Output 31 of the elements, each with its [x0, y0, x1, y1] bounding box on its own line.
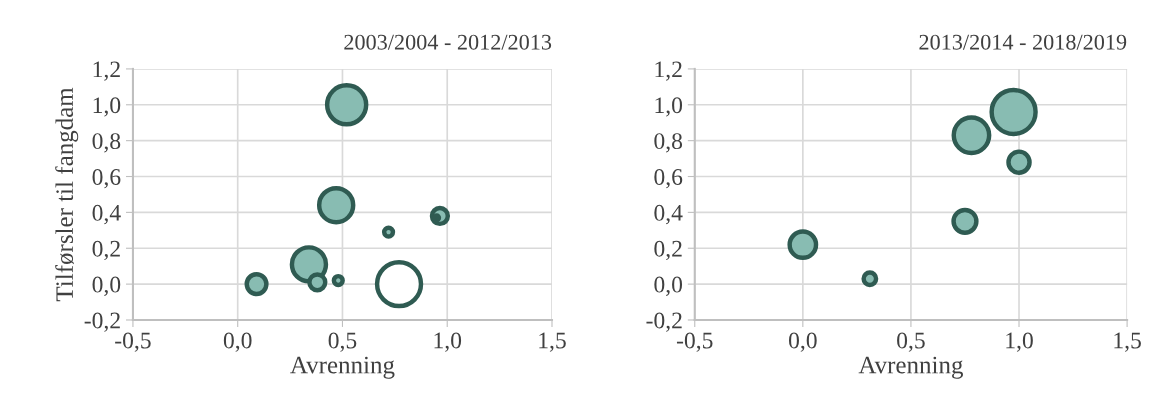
- x-axis-title: Avrenning: [858, 356, 963, 379]
- y-tick-label: 0,2: [92, 240, 120, 261]
- x-tick-label: 0,5: [897, 332, 925, 352]
- x-tick-label: 0,0: [223, 332, 252, 352]
- y-axis-title: Tilførsler til fangdam: [55, 87, 79, 302]
- x-tick-label: 0,0: [788, 332, 817, 352]
- y-tick-label: 0,4: [92, 204, 121, 225]
- y-tick-label: 0,8: [92, 133, 121, 153]
- x-tick-label: 1,5: [1114, 332, 1141, 352]
- y-tick-label: 0,2: [654, 240, 682, 261]
- x-tick-label: 1,5: [539, 332, 566, 352]
- y-tick-label: 1,0: [93, 97, 121, 117]
- x-tick-label: -0,5: [115, 332, 151, 352]
- y-tick-label: 0,0: [654, 276, 683, 296]
- y-tick-label: 0,0: [92, 276, 121, 296]
- x-tick-label: 0,5: [328, 332, 357, 352]
- chart-title: 2003/2004 - 2012/2013: [344, 34, 552, 50]
- chart-title: 2013/2014 - 2018/2019: [919, 34, 1127, 50]
- x-axis-title: Avrenning: [290, 356, 395, 379]
- y-tick-label: 0,6: [92, 169, 121, 189]
- x-tick-label: 1,0: [1006, 332, 1033, 352]
- y-tick-label: -0,2: [84, 312, 120, 332]
- x-tick-label: -0,5: [676, 332, 713, 352]
- y-tick-label: 0,4: [654, 204, 683, 225]
- y-tick-label: 0,6: [654, 169, 683, 189]
- y-tick-label: 0,8: [654, 133, 683, 153]
- y-tick-label: 1,2: [655, 61, 682, 81]
- y-tick-label: 1,0: [655, 97, 683, 117]
- x-tick-label: 1,0: [434, 332, 462, 352]
- y-tick-label: -0,2: [646, 312, 682, 332]
- y-tick-label: 1,2: [93, 61, 120, 81]
